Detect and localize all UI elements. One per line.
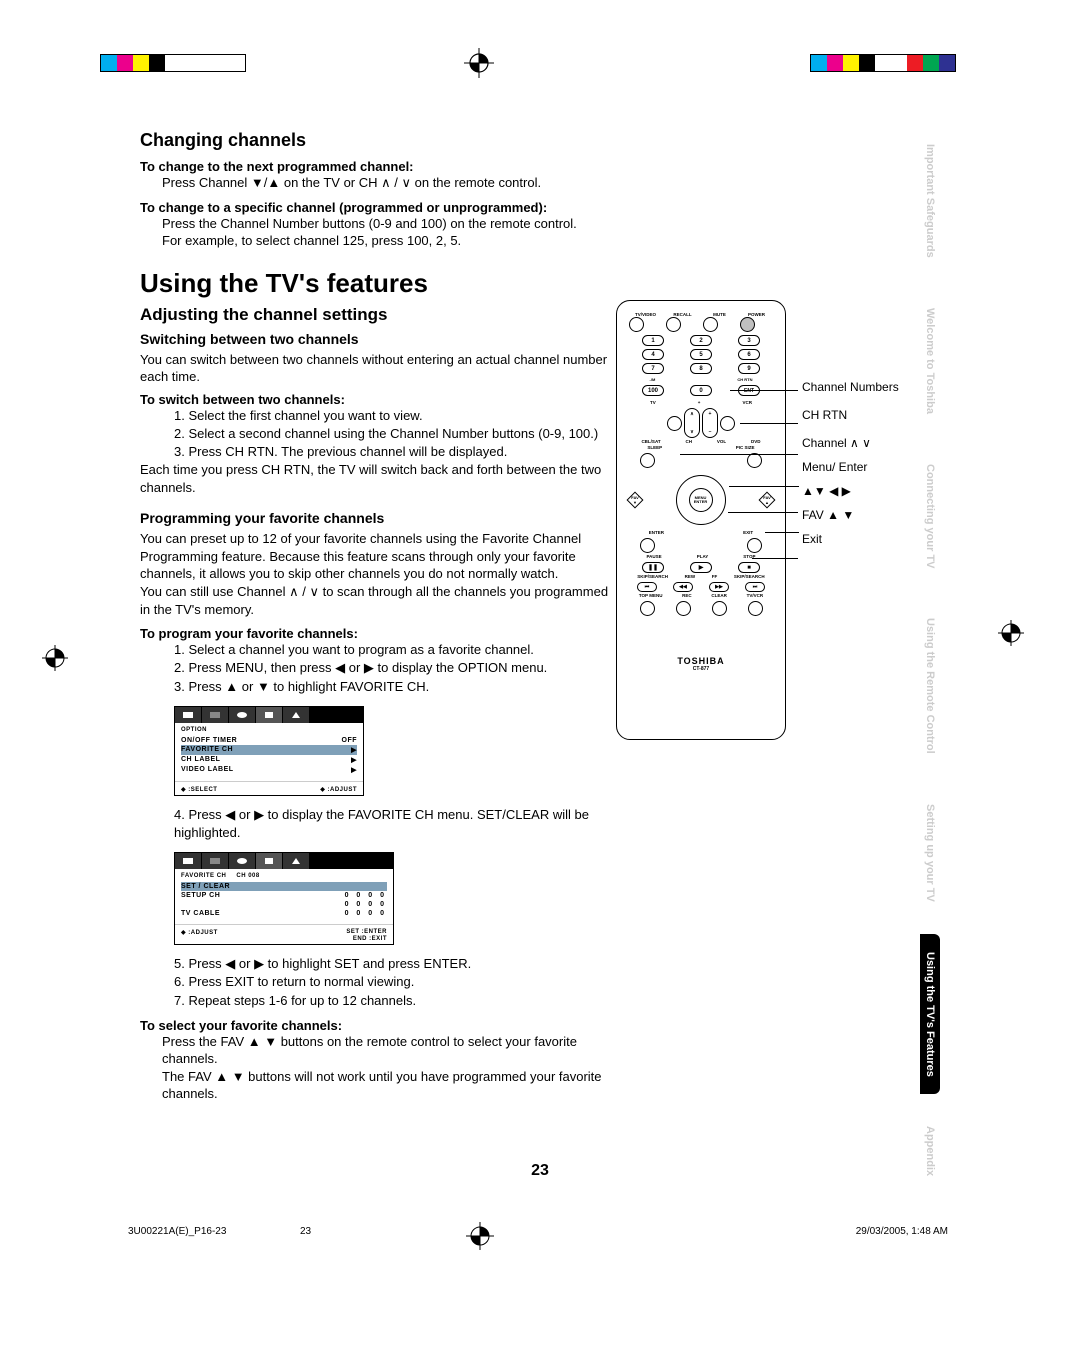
trim-mark-right-icon [998, 620, 1024, 651]
fav-step-7: 7. Repeat steps 1-6 for up to 12 channel… [174, 992, 620, 1010]
remote-callouts: Channel Numbers CH RTN Channel ∧ ∨ Menu/… [802, 368, 899, 556]
heading-main: Using the TV's features [140, 268, 750, 299]
fav-step-1: 1. Select a channel you want to program … [174, 641, 620, 659]
heading-changing-channels: Changing channels [140, 130, 750, 151]
callout-ch-rtn: CH RTN [802, 408, 899, 422]
leader-line [740, 423, 798, 424]
lead-program-fav: To program your favorite channels: [140, 626, 620, 641]
fav-step-6: 6. Press EXIT to return to normal viewin… [174, 973, 620, 991]
side-tab: Setting up your TV [920, 786, 940, 920]
osd1-foot-l: ◆ :SELECT [181, 786, 217, 793]
crosshair-icon [464, 48, 494, 78]
side-tab: Connecting your TV [920, 446, 940, 587]
select-fav-p1: Press the FAV ▲ ▼ buttons on the remote … [162, 1033, 620, 1068]
side-tab: Important Safeguards [920, 126, 940, 276]
leader-line [752, 558, 798, 559]
body-specific-b: For example, to select channel 125, pres… [162, 232, 750, 250]
footer-timestamp: 29/03/2005, 1:48 AM [856, 1226, 948, 1237]
leader-line [729, 486, 799, 487]
callout-menu-enter: Menu/ Enter [802, 460, 899, 474]
registration-marks-top [0, 54, 1080, 94]
fav-step-5: 5. Press ◀ or ▶ to highlight SET and pre… [174, 955, 620, 973]
osd2-foot-r1: SET :ENTER [346, 929, 387, 935]
body-next-programmed: Press Channel ▼/▲ on the TV or CH ∧ / ∨ … [162, 174, 750, 192]
leader-line [728, 512, 798, 513]
page-number: 23 [0, 1162, 1080, 1180]
fav-p1: You can preset up to 12 of your favorite… [140, 530, 620, 583]
side-tab-nav: Important Safeguards Welcome to Toshiba Co… [920, 126, 950, 1209]
remote-illustration: TV/VIDEO RECALL MUTE POWER 123 456 789 -… [616, 300, 786, 740]
osd2-title-r: CH 008 [236, 873, 259, 879]
leader-line [765, 532, 799, 533]
lead-switch: To switch between two channels: [140, 392, 620, 407]
side-tab: Welcome to Toshiba [920, 290, 940, 432]
osd1-foot-r: ◆ :ADJUST [320, 786, 357, 793]
leader-line [680, 454, 798, 455]
osd-favorite-menu: FAVORITE CH CH 008 SET / CLEARSETUP CH0 … [174, 852, 394, 945]
osd-option-menu: OPTION ON/OFF TIMEROFFFAVORITE CH▶CH LAB… [174, 706, 364, 796]
osd1-title: OPTION [181, 727, 357, 733]
side-tab: Appendix [920, 1108, 940, 1194]
switching-intro: You can switch between two channels with… [140, 351, 620, 386]
callout-arrows: ▲▼ ◀ ▶ [802, 484, 899, 498]
osd2-foot-r2: END :EXIT [353, 936, 387, 942]
fav-step-3: 3. Press ▲ or ▼ to highlight FAVORITE CH… [174, 678, 620, 696]
switch-step-3: 3. Press CH RTN. The previous channel wi… [174, 443, 620, 461]
select-fav-p2: The FAV ▲ ▼ buttons will not work until … [162, 1068, 620, 1103]
leader-line [730, 390, 798, 391]
lead-next-programmed: To change to the next programmed channel… [140, 159, 750, 174]
osd2-title-l: FAVORITE CH [181, 873, 226, 879]
switching-outro: Each time you press CH RTN, the TV will … [140, 461, 620, 496]
lead-select-fav: To select your favorite channels: [140, 1018, 620, 1033]
fav-step-4: 4. Press ◀ or ▶ to display the FAVORITE … [174, 806, 620, 842]
callout-exit: Exit [802, 532, 899, 546]
fav-p2: You can still use Channel ∧ / ∨ to scan … [140, 583, 620, 618]
switch-step-2: 2. Select a second channel using the Cha… [174, 425, 620, 443]
lead-specific-channel: To change to a specific channel (program… [140, 200, 750, 215]
remote-brand: TOSHIBA [629, 656, 773, 666]
callout-fav: FAV ▲ ▼ [802, 508, 899, 522]
body-specific-a: Press the Channel Number buttons (0-9 an… [162, 215, 750, 233]
callout-channel-numbers: Channel Numbers [802, 380, 899, 394]
switch-step-1: 1. Select the first channel you want to … [174, 407, 620, 425]
remote-model: CT-877 [629, 666, 773, 672]
fav-step-2: 2. Press MENU, then press ◀ or ▶ to disp… [174, 659, 620, 677]
side-tab: Using the Remote Control [920, 600, 940, 772]
callout-channel-updown: Channel ∧ ∨ [802, 436, 899, 450]
footer-meta: 3U00221A(E)_P16-23 23 29/03/2005, 1:48 A… [128, 1226, 948, 1237]
footer-filename: 3U00221A(E)_P16-23 [128, 1226, 226, 1237]
footer-page: 23 [300, 1226, 311, 1237]
trim-mark-left-icon [42, 645, 68, 676]
heading-favorite: Programming your favorite channels [140, 510, 620, 526]
side-tab: Using the TV's Features [920, 934, 940, 1095]
heading-switching: Switching between two channels [140, 331, 620, 347]
osd2-foot-l: ◆ :ADJUST [181, 929, 218, 942]
